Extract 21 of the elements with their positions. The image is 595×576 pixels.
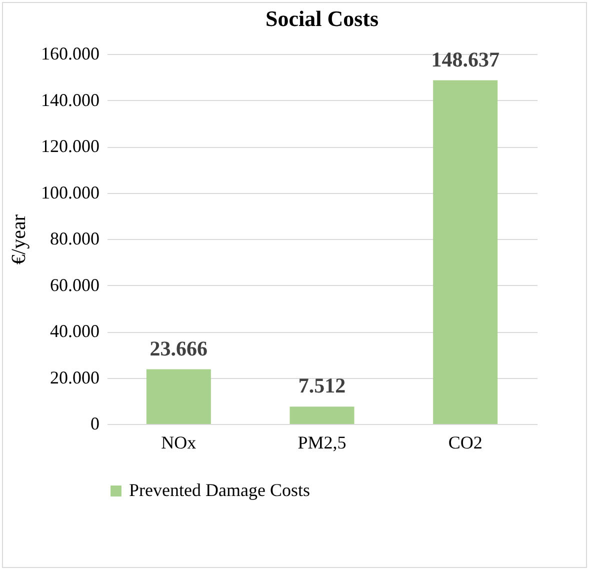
y-tick-label: 80.000 <box>50 228 100 248</box>
y-tick-label: 160.000 <box>41 44 100 64</box>
bar <box>433 80 498 424</box>
x-tick-label: CO2 <box>448 432 482 452</box>
y-tick-label: 140.000 <box>41 90 100 110</box>
y-tick-label: 120.000 <box>41 136 100 156</box>
y-axis-title: €/year <box>8 214 30 264</box>
x-tick-label: PM2,5 <box>298 432 346 452</box>
y-tick-label: 60.000 <box>50 274 100 295</box>
y-tick-label: 40.000 <box>50 321 100 341</box>
x-tick-label: NOx <box>161 432 196 452</box>
y-tick-label: 20.000 <box>50 367 100 388</box>
y-tick-label: 100.000 <box>41 182 100 202</box>
data-label: 148.637 <box>431 47 500 72</box>
chart-title: Social Costs <box>265 6 379 31</box>
y-tick-label: 0 <box>90 414 100 434</box>
data-label: 23.666 <box>150 336 208 360</box>
bar <box>146 369 211 424</box>
data-label: 7.512 <box>298 374 346 398</box>
bar <box>290 406 354 424</box>
legend-label: Prevented Damage Costs <box>129 480 310 500</box>
